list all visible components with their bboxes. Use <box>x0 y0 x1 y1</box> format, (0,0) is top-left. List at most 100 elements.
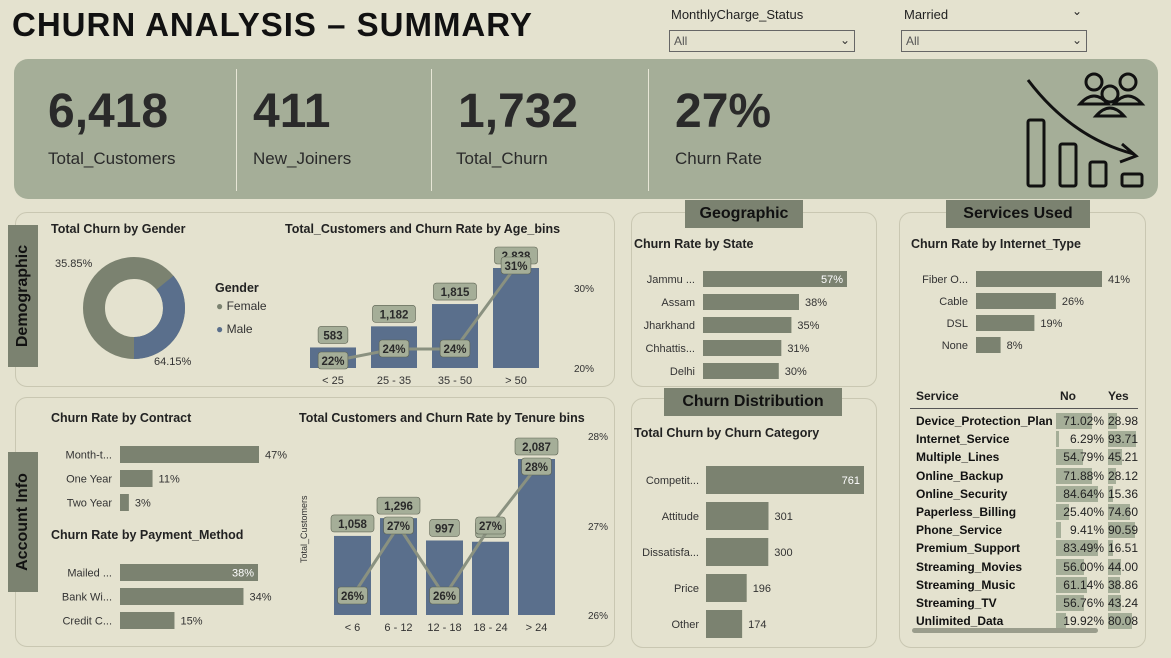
total-label: 1,058 <box>338 519 367 531</box>
total-label-bg <box>317 326 349 344</box>
married-slicer[interactable]: All ⌄ <box>901 30 1087 52</box>
bar-3[interactable] <box>493 268 539 368</box>
contract-bar-chart[interactable]: Month-t... 47% One Year 11% Two Year 3% <box>40 440 300 518</box>
table-row[interactable]: Online_Backup 71.88% 28.12 <box>912 467 1138 485</box>
table-row[interactable]: Streaming_Music 61.14% 38.86 <box>912 576 1138 594</box>
service-name: Multiple_Lines <box>916 450 1000 465</box>
service-name: Premium_Support <box>916 541 1021 556</box>
data-label: 15% <box>180 616 202 628</box>
data-label: 8% <box>1007 340 1023 352</box>
bar-0[interactable] <box>703 271 847 287</box>
internet-type-bar-chart[interactable]: Fiber O... 41% Cable 26% DSL 19% None 8% <box>904 268 1144 356</box>
table-row[interactable]: Streaming_Movies 56.00% 44.00 <box>912 558 1138 576</box>
churn-decline-icon <box>1026 72 1146 188</box>
tenure-chart-title: Total Customers and Churn Rate by Tenure… <box>299 411 585 425</box>
payment-chart-title: Churn Rate by Payment_Method <box>51 528 244 542</box>
bar-1[interactable] <box>703 294 799 310</box>
bar-1[interactable] <box>706 502 769 530</box>
payment-bar-chart[interactable]: Mailed ... 38% Bank Wi... 34% Credit C... 15% <box>40 558 300 634</box>
bar-1[interactable] <box>976 293 1056 309</box>
bar-2[interactable] <box>120 612 175 629</box>
category-label: None <box>942 340 968 352</box>
category-label: > 50 <box>505 375 527 385</box>
service-name: Phone_Service <box>916 523 1003 538</box>
bar-2[interactable] <box>976 315 1035 331</box>
table-horizontal-scrollbar[interactable] <box>912 628 1098 633</box>
table-header-yes[interactable]: Yes <box>1108 389 1129 403</box>
category-label: Fiber O... <box>922 274 968 286</box>
bar-2[interactable] <box>120 494 129 511</box>
yes-cell: 15.36 <box>1108 485 1138 502</box>
service-name: Paperless_Billing <box>916 505 1017 519</box>
bar-4[interactable] <box>706 610 743 638</box>
data-label: 34% <box>249 592 271 604</box>
category-label: 18 - 24 <box>473 622 507 634</box>
male-pct-label: 35.85% <box>55 258 93 270</box>
data-label: 26% <box>1062 296 1084 308</box>
geographic-section-tab: Geographic <box>685 200 803 228</box>
rate-label: 22% <box>321 356 344 368</box>
table-row[interactable]: Device_Protection_Plan 71.02% 28.98 <box>912 412 1138 430</box>
bar-4[interactable] <box>703 363 779 379</box>
bar-0[interactable] <box>120 446 259 463</box>
data-label: 41% <box>1108 274 1130 286</box>
category-label: Assam <box>661 297 695 309</box>
rate-label-bg <box>475 516 506 535</box>
bar-3[interactable] <box>706 574 747 602</box>
no-cell: 25.40% <box>1056 504 1106 520</box>
category-label: DSL <box>947 318 968 330</box>
bar-3[interactable] <box>976 337 1001 353</box>
legend-female[interactable]: ● Female <box>216 299 267 313</box>
total-label-bg <box>330 514 375 533</box>
kpi-new-joiners-label: New_Joiners <box>253 149 352 168</box>
bar-1[interactable] <box>120 588 244 605</box>
table-row[interactable]: Unlimited_Data 19.92% 80.08 <box>912 612 1138 630</box>
table-header-service[interactable]: Service <box>916 389 959 403</box>
bar-2[interactable] <box>706 538 769 566</box>
table-row[interactable]: Phone_Service 9.41% 90.59 <box>912 521 1138 539</box>
category-label: 25 - 35 <box>377 375 411 385</box>
data-label: 300 <box>774 547 792 559</box>
chevron-down-icon: ⌄ <box>839 33 850 47</box>
table-row[interactable]: Paperless_Billing 25.40% 74.60 <box>912 503 1138 521</box>
table-row[interactable]: Internet_Service 6.29% 93.71 <box>912 430 1138 448</box>
state-bar-chart[interactable]: Jammu ... 57% Assam 38% Jharkhand 35% Chhattis… <box>632 268 876 384</box>
y2-tick-label: 26% <box>588 611 608 622</box>
table-header-no[interactable]: No <box>1060 389 1076 403</box>
legend-dot-icon: ● <box>216 299 224 313</box>
y2-tick-label: 28% <box>588 432 608 443</box>
table-row[interactable]: Premium_Support 83.49% 16.51 <box>912 539 1138 557</box>
category-label: Month-t... <box>66 450 112 462</box>
bar-3[interactable] <box>472 541 509 615</box>
category-label: Bank Wi... <box>62 592 112 604</box>
chevron-down-icon: ⌄ <box>1071 33 1082 47</box>
no-cell: 19.92% <box>1056 613 1106 630</box>
legend-dot-icon: ● <box>216 322 224 336</box>
bar-1[interactable] <box>120 470 153 487</box>
data-label: 47% <box>265 450 287 462</box>
data-label: 174 <box>748 619 766 631</box>
gender-donut-chart[interactable] <box>82 256 186 360</box>
rate-label: 28% <box>525 462 548 474</box>
bar-0[interactable] <box>706 466 864 494</box>
category-label: Jharkhand <box>644 320 695 332</box>
table-row[interactable]: Online_Security 84.64% 15.36 <box>912 485 1138 503</box>
bar-2[interactable] <box>703 317 792 333</box>
legend-male[interactable]: ● Male <box>216 322 253 336</box>
no-cell: 71.02% <box>1056 413 1106 429</box>
no-cell: 71.88% <box>1056 467 1106 484</box>
monthly-charge-slicer[interactable]: All ⌄ <box>669 30 855 52</box>
table-row[interactable]: Multiple_Lines 54.79% 45.21 <box>912 448 1138 466</box>
bar-0[interactable] <box>976 271 1102 287</box>
bar-3[interactable] <box>703 340 782 356</box>
rate-label-bg <box>429 586 460 605</box>
rate-label: 27% <box>387 521 410 533</box>
married-slicer-expand-icon[interactable]: ⌄ <box>1072 4 1083 18</box>
table-row[interactable]: Streaming_TV 56.76% 43.24 <box>912 594 1138 612</box>
category-label: Price <box>674 583 699 595</box>
bar-0[interactable] <box>120 564 258 581</box>
category-bar-chart[interactable]: Competit... 761 Attitude 301 Dissatisfa... 30… <box>632 460 876 640</box>
bar-2[interactable] <box>432 304 478 368</box>
